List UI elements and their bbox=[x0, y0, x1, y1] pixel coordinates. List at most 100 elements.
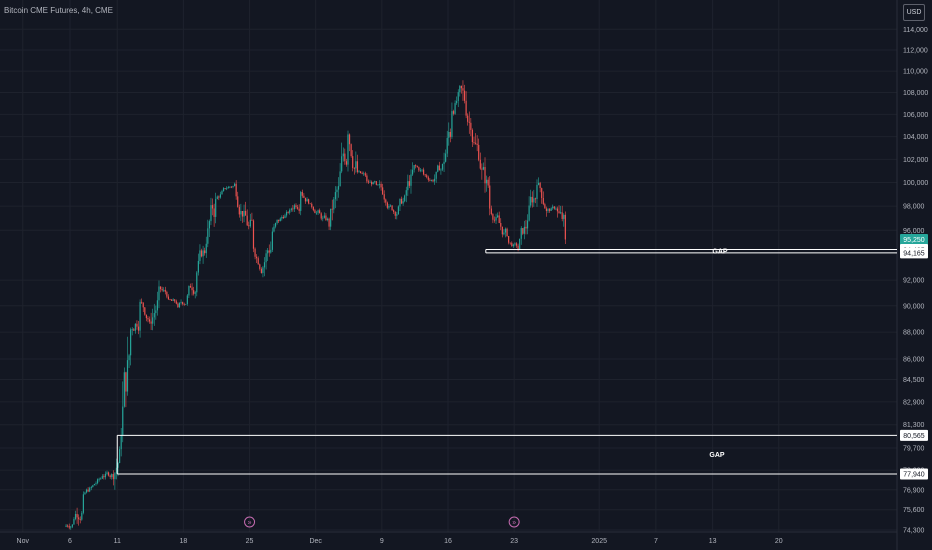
candle-body bbox=[230, 186, 233, 188]
candle-body bbox=[330, 208, 332, 227]
candle-body bbox=[317, 210, 319, 213]
candle-body bbox=[237, 196, 239, 207]
candle-body bbox=[400, 198, 403, 204]
candle-body bbox=[137, 326, 140, 331]
candle-body bbox=[232, 186, 234, 188]
candle-body bbox=[550, 208, 552, 211]
candle-body bbox=[185, 303, 187, 305]
time-tick-label: 18 bbox=[180, 538, 188, 545]
candle-body bbox=[186, 295, 188, 304]
candle-body bbox=[326, 218, 329, 220]
candle-body bbox=[561, 212, 563, 219]
candle-body bbox=[74, 513, 77, 520]
candle-body bbox=[418, 167, 420, 171]
candle-body bbox=[531, 196, 533, 203]
time-tick-label: 25 bbox=[246, 538, 254, 545]
candle-body bbox=[141, 301, 143, 303]
candle-body bbox=[388, 205, 390, 208]
candle-body bbox=[208, 221, 210, 229]
candle-body bbox=[474, 142, 477, 144]
candle-body bbox=[552, 206, 554, 209]
candle-body bbox=[413, 165, 415, 170]
candle-body bbox=[541, 188, 543, 199]
candle-body bbox=[279, 218, 281, 222]
time-tick-label: 13 bbox=[709, 538, 717, 545]
candle-body bbox=[485, 179, 488, 184]
price-tag-label: 80,565 bbox=[903, 433, 925, 440]
event-marker-icon[interactable] bbox=[508, 516, 520, 528]
candle-body bbox=[224, 188, 226, 189]
candle-body bbox=[459, 85, 461, 93]
currency-button[interactable]: USD bbox=[903, 4, 925, 21]
candle-body bbox=[506, 228, 508, 237]
candle-body bbox=[434, 178, 436, 182]
candle-body bbox=[429, 179, 431, 181]
candle-body bbox=[386, 202, 388, 208]
price-tag-label: 94,165 bbox=[903, 250, 925, 257]
candle-body bbox=[424, 174, 426, 176]
candle-body bbox=[470, 122, 472, 130]
candle-body bbox=[451, 111, 453, 137]
candle-body bbox=[498, 215, 500, 224]
candle-body bbox=[150, 321, 152, 324]
candle-body bbox=[548, 209, 551, 211]
candle-body bbox=[145, 314, 147, 319]
candle-body bbox=[356, 161, 359, 173]
candle-body bbox=[396, 214, 398, 216]
candle-body bbox=[489, 185, 491, 209]
candle-body bbox=[394, 211, 396, 216]
price-tick-label: 88,000 bbox=[903, 330, 925, 337]
event-marker-icon[interactable] bbox=[244, 516, 256, 528]
candle-body bbox=[227, 187, 229, 189]
candle-body bbox=[243, 210, 245, 217]
candle-body bbox=[334, 192, 336, 200]
candle-body bbox=[126, 360, 129, 392]
candle-body bbox=[314, 210, 316, 214]
candle-body bbox=[293, 205, 296, 210]
candle-body bbox=[325, 215, 327, 220]
candle-body bbox=[134, 323, 136, 331]
candle-body bbox=[139, 301, 141, 331]
candle-body bbox=[438, 165, 440, 171]
candle-body bbox=[530, 196, 532, 206]
candle-body bbox=[90, 486, 92, 489]
candle-body bbox=[441, 163, 444, 170]
level-price-tag bbox=[900, 429, 928, 441]
price-tick-label: 84,500 bbox=[903, 377, 925, 384]
price-tick-label: 110,000 bbox=[903, 69, 928, 76]
candle-body bbox=[369, 181, 371, 183]
candle-body bbox=[191, 287, 193, 291]
candle-body bbox=[377, 184, 379, 186]
price-tick-label: 108,000 bbox=[903, 90, 928, 97]
candle-body bbox=[358, 171, 360, 173]
candle-body bbox=[180, 302, 182, 303]
candle-body bbox=[421, 169, 423, 171]
candle-body bbox=[78, 517, 80, 520]
candle-body bbox=[183, 303, 185, 305]
candle-body bbox=[153, 313, 155, 318]
candle-body bbox=[216, 196, 218, 200]
candle-body bbox=[204, 250, 206, 254]
candle-body bbox=[304, 197, 307, 202]
candle-body bbox=[131, 329, 133, 331]
candle-body bbox=[533, 198, 535, 203]
candle-body bbox=[101, 476, 103, 479]
candle-body bbox=[122, 406, 124, 436]
candle-body bbox=[517, 245, 519, 250]
candle-body bbox=[278, 219, 280, 222]
candle-body bbox=[285, 211, 288, 216]
candle-body bbox=[359, 171, 362, 174]
candle-body bbox=[526, 220, 529, 229]
candle-body bbox=[114, 473, 116, 480]
candle-body bbox=[211, 205, 214, 209]
candle-body bbox=[547, 209, 549, 211]
candle-body bbox=[402, 201, 404, 204]
candle-body bbox=[200, 250, 203, 257]
candle-body bbox=[322, 217, 324, 219]
level-price-tag bbox=[900, 247, 928, 259]
candle-body bbox=[553, 206, 555, 209]
candle-body bbox=[495, 217, 497, 221]
